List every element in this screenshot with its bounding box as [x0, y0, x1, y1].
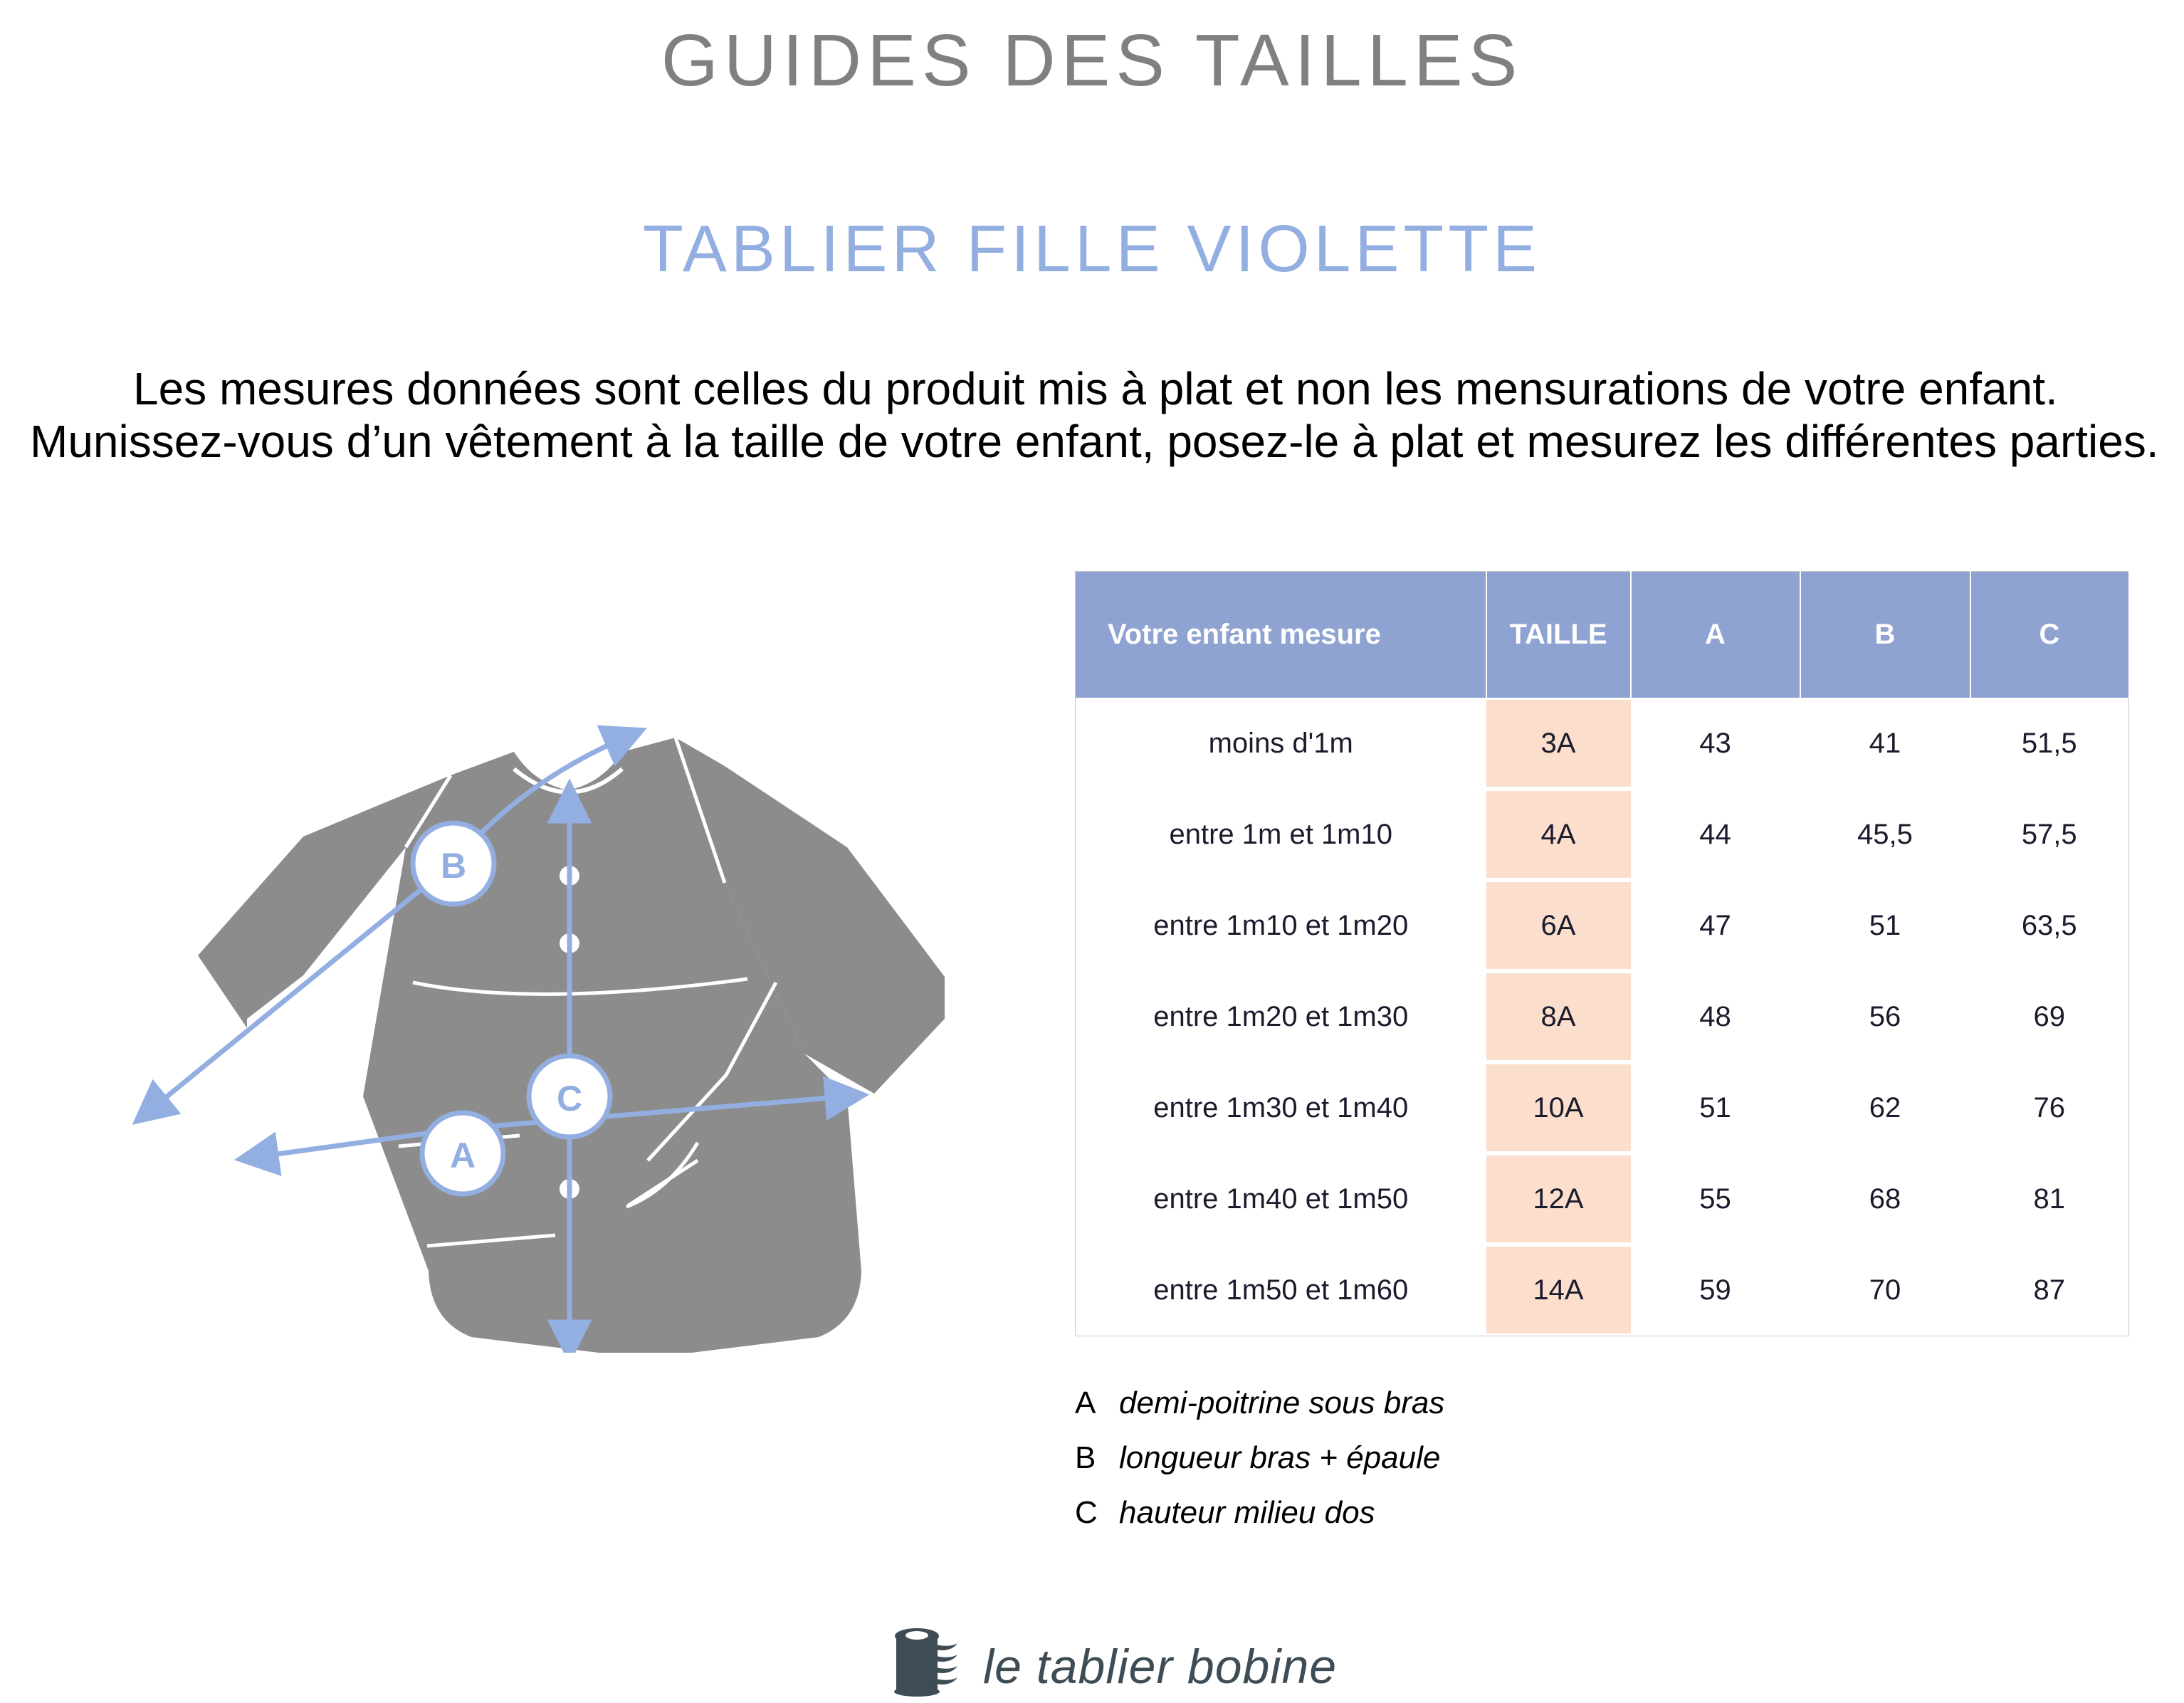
svg-text:A: A [450, 1136, 476, 1175]
svg-text:C: C [557, 1079, 582, 1118]
svg-text:B: B [441, 846, 466, 886]
